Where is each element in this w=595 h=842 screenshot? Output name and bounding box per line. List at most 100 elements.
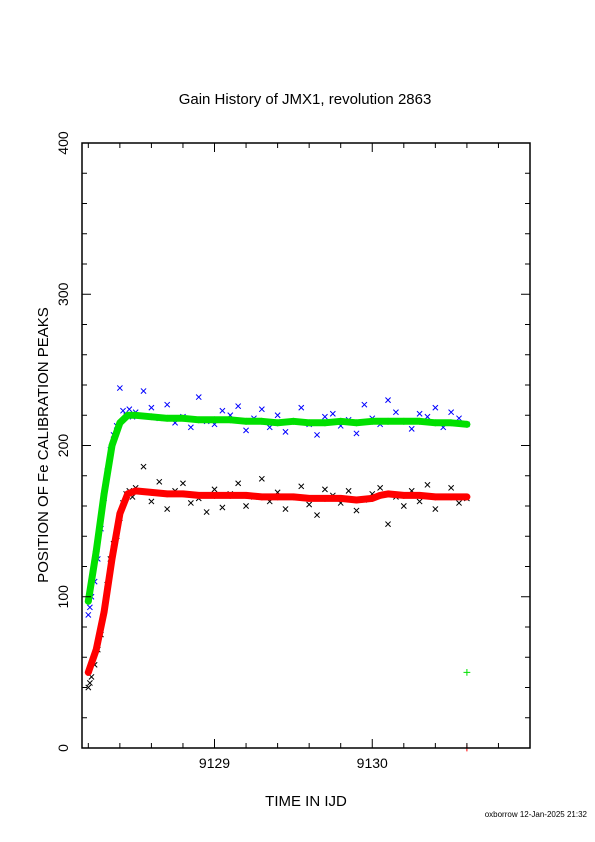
plot-marks (84, 385, 471, 752)
plot-frame (81, 142, 531, 749)
y-axis-label: POSITION OF Fe CALIBRATION PEAKS (35, 307, 52, 583)
upper-peak-fit-marker (337, 417, 345, 425)
lower-peak-fit-marker (368, 495, 376, 502)
lower-peak-points-marker (156, 478, 163, 485)
lower-peak-fit-marker (108, 555, 116, 563)
footer-stamp: oxborrow 12-Jan-2025 21:32 (485, 810, 588, 819)
lower-peak-fit-marker (100, 608, 108, 616)
upper-peak-points-marker (195, 394, 202, 401)
upper-peak-fit-marker (274, 419, 282, 427)
upper-peak-points-marker (314, 431, 320, 438)
upper-peak-points-marker (126, 406, 133, 413)
x-tick-label: 9130 (357, 755, 388, 771)
lower-peak-fit-marker (116, 510, 124, 517)
lower-peak-points-marker (140, 463, 147, 470)
lower-peak-points-marker (448, 484, 455, 491)
lower-peak-points-marker (298, 483, 305, 490)
lower-peak-fit-marker (384, 490, 392, 498)
upper-peak-fit-marker (384, 417, 392, 425)
lower-peak-points-marker (219, 504, 226, 511)
upper-peak-points-marker (392, 409, 399, 416)
lower-peak-points-marker (164, 506, 171, 512)
lower-peak-points-marker (187, 500, 194, 506)
lower-peak-fit-marker (179, 490, 187, 498)
upper-peak-fit-marker (100, 490, 108, 498)
upper-peak-fit-marker (132, 411, 140, 419)
axis-ticks: 0 100 200 300 400 9129 9130 (55, 131, 530, 771)
upper-peak-fit-marker (321, 419, 329, 427)
upper-peak-points-marker (385, 397, 391, 404)
upper-peak-points-marker (116, 385, 123, 391)
lower-peak-fit-marker (124, 490, 132, 498)
upper-peak-points-marker (140, 388, 147, 395)
lower-peak-fit-marker (242, 492, 250, 499)
upper-peak-fit-marker (108, 442, 116, 449)
lower-peak-points-marker (353, 507, 360, 514)
lower-peak-points-marker (377, 484, 384, 491)
upper-peak-fit-marker (431, 419, 439, 427)
upper-peak-points-marker (85, 611, 92, 618)
y-tick-label: 300 (55, 282, 71, 306)
upper-peak-fit-marker (416, 417, 423, 425)
upper-peak-fit-marker (242, 417, 250, 425)
upper-peak-points-marker (187, 424, 194, 431)
upper-peak-fit (84, 411, 471, 605)
upper-peak-points-marker (353, 430, 360, 437)
upper-peak-points-marker (274, 412, 281, 419)
chart-title: Gain History of JMX1, revolution 2863 (179, 91, 432, 108)
upper-peak-fit-marker (258, 417, 266, 425)
upper-peak-points-marker (321, 413, 328, 420)
lower-peak-fit-marker (376, 492, 384, 499)
lower-peak-fit-marker (463, 493, 471, 501)
upper-peak-points-marker (164, 401, 171, 408)
upper-peak-fit-marker (163, 414, 171, 422)
lower-peak-fit-marker (163, 490, 171, 498)
lower-peak-fit-marker (289, 493, 297, 501)
outlier-marker (463, 668, 471, 676)
upper-peak-fit-marker (84, 597, 92, 605)
upper-peak-points-marker (120, 407, 126, 414)
lower-peak-fit (84, 487, 471, 676)
upper-peak-fit-marker (195, 416, 203, 424)
y-tick-label: 200 (55, 434, 71, 458)
upper-peak-points-marker (416, 410, 423, 417)
lower-peak-fit-marker (258, 493, 266, 501)
lower-peak-fit-marker (400, 492, 408, 499)
upper-peak-fit-marker (116, 419, 124, 427)
lower-peak-points-marker (306, 501, 313, 508)
lower-peak-fit-line (84, 487, 471, 676)
y-tick-label: 100 (55, 585, 71, 609)
lower-peak-fit-marker (211, 492, 218, 499)
upper-peak-fit-marker (353, 419, 360, 427)
lower-peak-points-marker (424, 481, 431, 488)
lower-peak-points-marker (203, 509, 210, 516)
upper-peak-points-marker (235, 403, 242, 410)
upper-peak-fit-marker (463, 420, 471, 428)
lower-peak-points-marker (243, 503, 250, 509)
upper-peak-points-marker (448, 409, 455, 416)
y-tick-label: 400 (55, 131, 71, 155)
upper-peak-fit-marker (305, 419, 313, 427)
lower-peak-fit-marker (431, 493, 439, 501)
lower-peak-points-marker (148, 498, 155, 505)
lower-peak-points-marker (86, 680, 93, 686)
upper-peak-points-marker (148, 404, 155, 411)
upper-peak-fit-marker (447, 419, 455, 427)
upper-peak-fit-marker (211, 416, 218, 424)
lower-peak-fit-marker (148, 488, 155, 496)
upper-peak-points-marker (243, 427, 250, 434)
lower-peak-points-marker (400, 503, 407, 509)
lower-peak-points-marker (456, 500, 462, 506)
lower-peak-fit-marker (321, 495, 329, 502)
upper-peak-fit-marker (400, 417, 408, 425)
lower-peak-points-marker (211, 486, 218, 493)
upper-peak-points-marker (86, 604, 93, 611)
upper-peak-points-marker (219, 407, 226, 414)
lower-peak-fit-marker (447, 493, 455, 501)
upper-peak-fit-marker (179, 414, 187, 422)
x-tick-label: 9129 (199, 755, 230, 771)
upper-peak-fit-marker (124, 411, 132, 419)
upper-peak-fit-marker (92, 547, 100, 555)
upper-peak-fit-marker (289, 417, 297, 425)
